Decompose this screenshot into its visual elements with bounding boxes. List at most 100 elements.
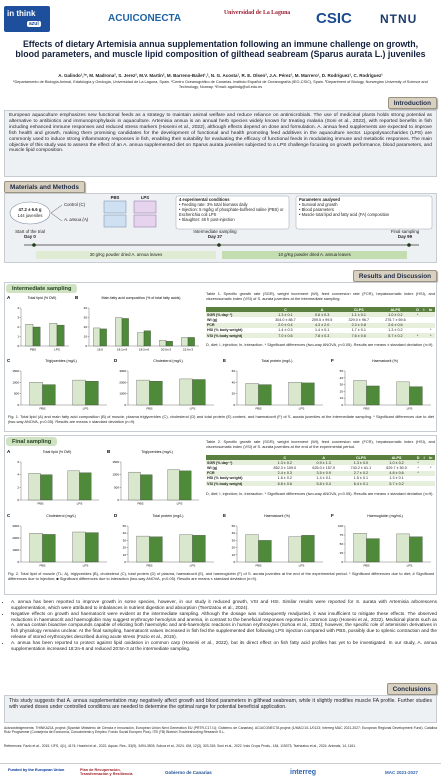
timeline-day: Day 0: [24, 234, 36, 239]
chart-panel: D Total protein (mg/L) 0 10 20 30 40 50 PBS LPS: [113, 512, 217, 570]
table-cell: WI (g): [207, 317, 218, 322]
table-cell: HSI (% body weight): [207, 476, 243, 481]
timeline-label: Intermediate sampling: [193, 229, 237, 234]
x-tick-label: LPS: [407, 407, 413, 411]
bar: [128, 471, 141, 501]
table-cell: HSI (% body weight): [207, 328, 243, 333]
bar: [67, 470, 80, 501]
header-cell: CLPS: [343, 455, 379, 461]
panel-letter: F: [331, 358, 334, 363]
logo-canarias: Gobierno de Canarias: [165, 770, 212, 775]
y-tick-label: 40: [232, 380, 236, 384]
table-cell: 629.7 ± 50.0: [386, 465, 407, 470]
table-cell: 1.0 ± 0.2: [378, 460, 415, 466]
bar: [42, 534, 56, 563]
y-tick-label: 0: [17, 560, 19, 564]
chart-title: Triglycerides (mg/L): [45, 359, 77, 363]
list-item: • Muscle total lipid and fatty acid (FA)…: [299, 212, 390, 217]
y-tick-label: 10: [340, 396, 344, 400]
data-table: C A CLPS ALPS D I In SGR (% day⁻¹) 1.3 ± 0.1 0.6 …: [206, 307, 435, 339]
table-cell: 6.4 ± 0.1: [343, 480, 379, 487]
x-tick-label: 22:6n-3: [183, 348, 194, 352]
table: C A CLPS ALPS D I In SGR (% day⁻¹) 1.3 ± 0.2 0.9 …: [206, 455, 435, 487]
chart: D Total protein (mg/L) 0 10 20 30 40 50 PBS LPS: [114, 513, 214, 568]
x-tick-label: PBS: [146, 564, 152, 568]
bar: [136, 535, 150, 563]
chart: E Haematocrit (%) 0 10 20 30 40 50 PBS LPS: [223, 513, 323, 568]
table-cell: 304.0 ± 88.7: [275, 317, 296, 322]
list-item: • Survival and growth: [299, 202, 338, 207]
list-item: • Slaughter: 48 h post-injection: [179, 217, 235, 222]
logo-eu: Funded by the European Union: [8, 768, 65, 772]
table-cell: 1.3 ± 0.2: [388, 328, 403, 333]
table-row: HSI (% body weight) 1.4 ± 0.3 1.4 ± 0.1 1.7…: [206, 328, 435, 333]
x-tick-label: PBS: [137, 502, 143, 506]
chart-panel: C Triglycerides (mg/L) 0 500 1000 1500 PBS LPS: [6, 357, 110, 413]
logo-inthink: in think: [7, 9, 36, 18]
table-cell: 1.3 ± 0.1: [389, 476, 404, 481]
table-cell: 1.7 ± 0.1: [351, 328, 366, 333]
conclusions-text: This study suggests that A. annua supple…: [4, 695, 437, 723]
fish-weight: 47.2 ± 6.6 g: [18, 207, 42, 212]
x-tick-label: PBS: [39, 564, 45, 568]
chart-title: Haemoglobin (mg/mL): [367, 514, 403, 518]
table-cell: WI (g): [207, 465, 218, 470]
x-tick-label: PBS: [255, 407, 261, 411]
bar: [115, 317, 123, 347]
x-tick-label: LPS: [83, 407, 89, 411]
bullet-list: A. annua has been reported to improve gr…: [4, 599, 437, 651]
header-cell: I: [421, 307, 427, 313]
header-cell: A: [303, 307, 341, 313]
table-row: SGR (% day⁻¹) 1.3 ± 0.1 0.6 ± 0.3 1.1 ± 0.1…: [206, 312, 435, 318]
bar: [121, 318, 129, 347]
bar: [137, 332, 145, 347]
chart: C Cholesterol (mg/L) 0 1000 2000 3000 PBS LPS: [7, 513, 107, 568]
tank: [133, 214, 157, 228]
table-cell: VSI (% body weight): [206, 480, 266, 487]
y-tick-label: 30: [340, 383, 344, 387]
bullet: Negative effects on growth and haematocr…: [11, 611, 437, 639]
chart: F Haemoglobin (mg/mL) 0 25 50 75 100 PBS LPS: [331, 513, 431, 568]
footer: [0, 763, 441, 784]
y-tick-label: 0: [341, 560, 343, 564]
bullet: A. annua has been reported to protect ag…: [11, 640, 437, 651]
x-tick-label: PBS: [255, 564, 261, 568]
table: C A CLPS ALPS D I In SGR (% day⁻¹) 1.3 ± 0.1 0.6 …: [206, 307, 435, 339]
authors: A. Galindo¹,²*, M. Madrona², S. Jerez², …: [58, 73, 383, 78]
chart-title: Total protein (mg/L): [153, 514, 184, 518]
bar: [301, 382, 315, 406]
y-tick-label: 0: [341, 403, 343, 407]
table-cell: 329.0 ± 96.7: [348, 317, 370, 322]
y-tick-label: 3: [17, 316, 19, 320]
table-cell: SGR (% day⁻¹): [206, 460, 266, 466]
chart-title: Total protein (mg/L): [262, 359, 293, 363]
bar: [56, 324, 65, 347]
y-tick-label: 0: [17, 403, 19, 407]
table-cell: [421, 460, 427, 466]
header-cell: ALPS: [378, 455, 415, 461]
bar: [301, 535, 315, 563]
y-tick-label: 1500: [12, 369, 19, 373]
injection-label: LPS: [140, 195, 150, 200]
y-tick-label: 2000: [12, 536, 19, 540]
bar: [192, 379, 206, 406]
table-cell: 5.7 ± 0.2: [377, 332, 414, 339]
y-tick-label: 10: [84, 335, 88, 339]
bar: [396, 533, 410, 563]
table-cell: 1.6 ± 0.2: [277, 476, 292, 481]
table-cell: 2.4 ± 0.3: [265, 470, 305, 476]
bar: [366, 385, 380, 406]
chart-panel: E Haematocrit (%) 0 10 20 30 40 50 PBS LPS: [222, 512, 326, 570]
bar: [93, 327, 101, 347]
table-cell: 1.3 ± 0.0: [343, 460, 379, 466]
chart-panel: F Haemoglobin (mg/mL) 0 25 50 75 100 PBS LPS: [330, 512, 434, 570]
title: Effects of dietary Artemisia annua suppl…: [15, 39, 426, 60]
bar: [245, 383, 259, 406]
table-cell: [421, 312, 427, 318]
panel-letter: F: [331, 513, 334, 518]
logo-azul: azul: [27, 21, 41, 27]
bar: [165, 341, 173, 347]
panel-letter: E: [223, 513, 226, 518]
bar: [258, 540, 272, 563]
